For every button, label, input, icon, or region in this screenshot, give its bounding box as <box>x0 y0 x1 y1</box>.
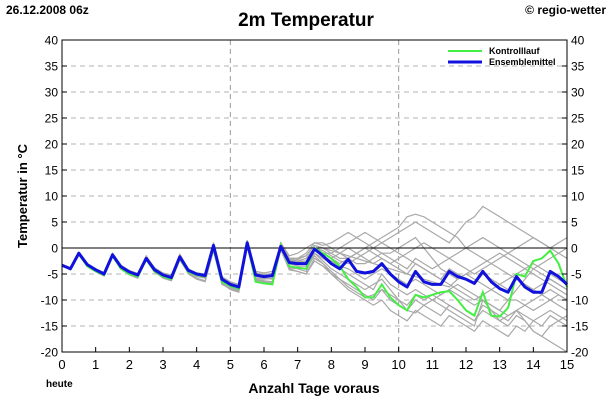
ensemble-member-line-12 <box>61 241 568 296</box>
forecast-timestamp: 26.12.2008 06z <box>6 3 89 17</box>
x-tick-label: 10 <box>391 357 405 372</box>
x-start-label: heute <box>46 379 73 390</box>
x-tick-label: 14 <box>526 357 540 372</box>
x-tick-label: 7 <box>294 357 301 372</box>
x-tick-label: 1 <box>92 357 99 372</box>
ensemble-mean-line <box>61 241 569 294</box>
x-tick-label: 15 <box>560 357 574 372</box>
y-tick-label-left: 5 <box>51 216 58 230</box>
x-tick-label: 2 <box>126 357 133 372</box>
y-tick-label-left: -5 <box>47 268 58 282</box>
x-tick-label: 6 <box>260 357 267 372</box>
y-tick-label-left: 25 <box>45 112 59 126</box>
y-axis-label: Temperatur in °C <box>15 143 30 248</box>
y-tick-label-right: 35 <box>571 60 585 74</box>
y-tick-label-right: -10 <box>571 294 589 308</box>
y-tick-label-left: 30 <box>45 86 59 100</box>
legend-control-label: Kontrolllauf <box>489 46 540 56</box>
x-tick-label: 0 <box>58 357 65 372</box>
y-tick-label-right: 10 <box>571 190 585 204</box>
main-series <box>61 241 569 318</box>
y-tick-label-right: 25 <box>571 112 585 126</box>
y-tick-label-left: -15 <box>41 320 59 334</box>
y-tick-label-right: -15 <box>571 320 589 334</box>
chart-title: 2m Temperatur <box>238 10 374 31</box>
y-tick-label-left: -20 <box>41 346 59 360</box>
y-tick-label-left: 15 <box>45 164 59 178</box>
x-tick-label: 12 <box>459 357 473 372</box>
y-tick-label-left: -10 <box>41 294 59 308</box>
y-tick-label-left: 10 <box>45 190 59 204</box>
x-tick-label: 11 <box>426 357 440 372</box>
y-tick-label-left: 35 <box>45 60 59 74</box>
y-tick-label-right: 5 <box>571 216 578 230</box>
legend-mean-label: Ensemblemittel <box>489 57 556 67</box>
x-tick-label: 8 <box>328 357 335 372</box>
y-tick-label-right: -20 <box>571 346 589 360</box>
y-tick-label-right: -5 <box>571 268 582 282</box>
x-axis-label: Anzahl Tage voraus <box>248 380 379 396</box>
y-tick-label-right: 0 <box>571 242 578 256</box>
y-tick-label-right: 40 <box>571 34 585 48</box>
x-tick-label: 4 <box>193 357 200 372</box>
x-tick-label: 9 <box>361 357 368 372</box>
y-tick-label-right: 15 <box>571 164 585 178</box>
x-tick-label: 13 <box>492 357 506 372</box>
y-tick-label-left: 20 <box>45 138 59 152</box>
x-tick-label: 5 <box>227 357 234 372</box>
copyright-notice: © regio-wetter <box>525 3 606 17</box>
x-tick-label: 3 <box>159 357 166 372</box>
y-tick-label-left: 40 <box>45 34 59 48</box>
y-tick-label-right: 20 <box>571 138 585 152</box>
y-tick-label-right: 30 <box>571 86 585 100</box>
legend: Kontrolllauf Ensemblemittel <box>448 46 556 67</box>
y-tick-label-left: 0 <box>51 242 58 256</box>
